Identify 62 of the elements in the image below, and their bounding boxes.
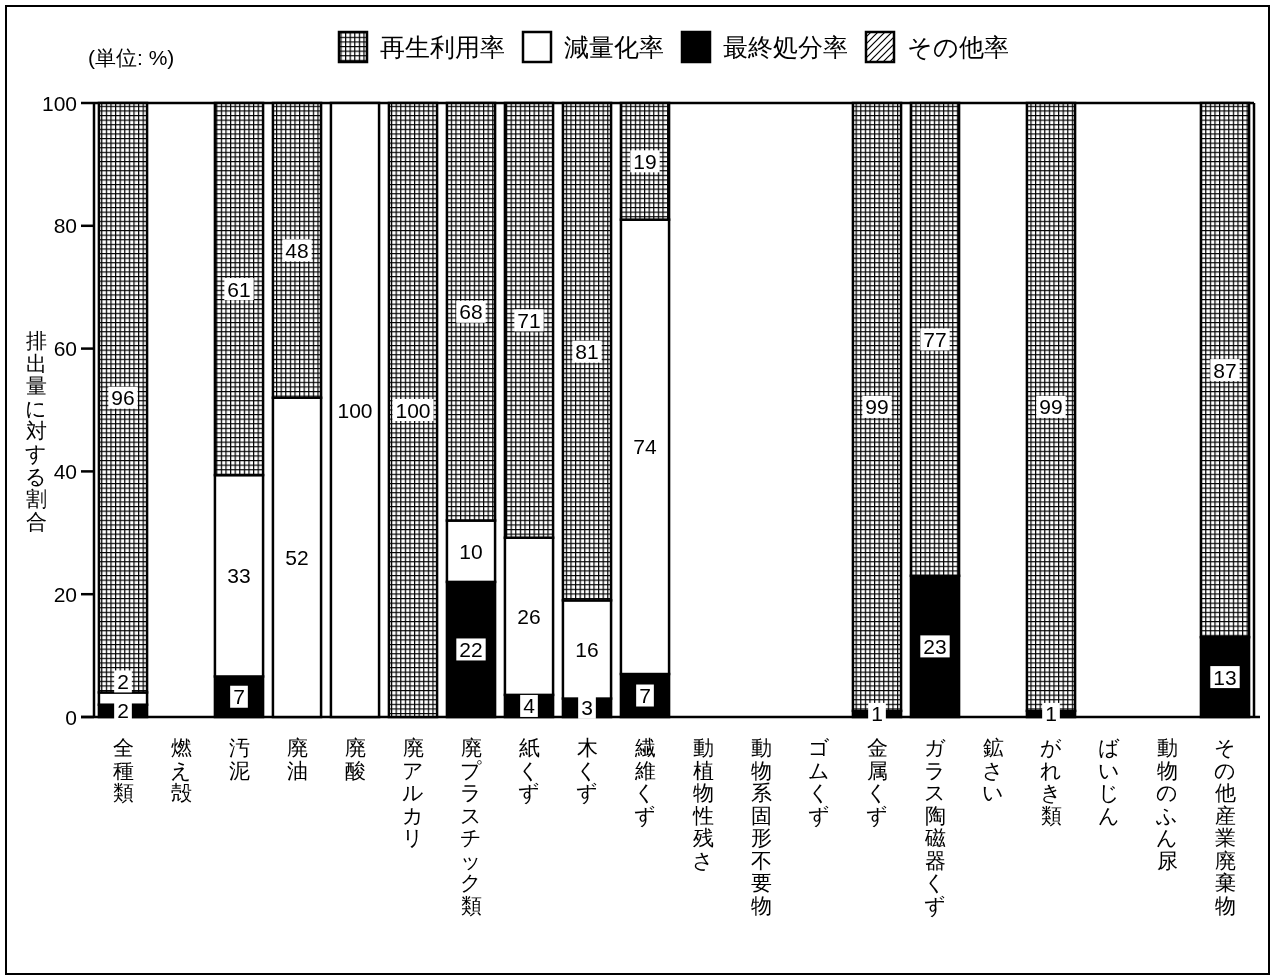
y-tick-label: 80	[53, 214, 77, 238]
data-label: 23	[923, 634, 947, 658]
x-tick-label: ガラス陶磁器くず	[923, 736, 946, 918]
x-tick-label: 鉱さい	[982, 736, 1004, 805]
x-tick-label: 木くず	[576, 736, 598, 806]
data-label: 74	[633, 435, 657, 459]
data-label: 13	[1213, 665, 1237, 689]
data-label: 96	[111, 386, 135, 410]
x-tick-label: がれき類	[1040, 736, 1062, 827]
data-label: 2	[117, 699, 129, 723]
y-tick-label: 20	[53, 582, 77, 606]
data-label: 52	[285, 545, 309, 569]
x-tick-label: その他産業廃棄物	[1214, 736, 1236, 917]
x-tick-label: 繊維くず	[633, 736, 656, 828]
legend-label: 減量化率	[564, 33, 664, 61]
data-label: 33	[227, 564, 251, 588]
data-label: 100	[395, 398, 431, 422]
data-label: 99	[1039, 395, 1063, 419]
data-label: 16	[575, 637, 599, 661]
data-label: 19	[633, 149, 657, 173]
data-label: 22	[459, 637, 483, 661]
x-tick-label: 動植物性残さ	[691, 736, 714, 872]
y-tick-label: 60	[53, 337, 77, 361]
data-label: 7	[233, 685, 245, 709]
data-label: 1	[1045, 702, 1057, 726]
x-tick-label: 汚泥	[228, 736, 250, 782]
y-tick-label: 40	[53, 459, 77, 483]
data-label: 81	[575, 340, 599, 364]
data-label: 48	[285, 238, 309, 262]
x-tick-label: 燃え殻	[170, 736, 192, 805]
x-tick-label: ゴムくず	[808, 736, 830, 828]
x-tick-label: 動物のふん尿	[1155, 736, 1178, 872]
data-label: 68	[459, 300, 483, 324]
data-label: 26	[517, 604, 541, 628]
data-label: 87	[1213, 358, 1237, 382]
x-tick-label: 全種類	[112, 736, 134, 805]
data-label: 77	[923, 327, 947, 351]
x-tick-label: 廃油	[286, 736, 308, 782]
legend-label: その他率	[907, 33, 1009, 61]
data-label: 71	[517, 308, 541, 332]
x-tick-label: 廃プラスチック類	[460, 736, 482, 917]
text: (単位: %)	[88, 45, 175, 69]
data-label: 7	[639, 684, 651, 708]
data-label: 4	[523, 694, 536, 718]
data-label: 1	[871, 702, 883, 726]
data-label: 100	[337, 398, 373, 422]
data-label: 99	[865, 395, 889, 419]
text: 排出量に対する割合	[25, 329, 47, 533]
data-label: 61	[227, 277, 251, 301]
legend-label: 再生利用率	[380, 33, 505, 61]
x-tick-label: 廃アルカリ	[402, 736, 424, 850]
y-tick-label: 0	[65, 705, 77, 729]
data-label: 3	[581, 696, 593, 720]
data-label: 10	[459, 539, 483, 563]
x-tick-label: 金属くず	[866, 736, 888, 828]
x-tick-label: 廃酸	[344, 736, 366, 782]
legend-label: 最終処分率	[723, 33, 848, 61]
x-tick-label: 動物系固形不要物	[750, 736, 772, 917]
x-tick-label: ばいじん	[1098, 736, 1120, 827]
y-tick-label: 100	[41, 91, 77, 115]
x-tick-label: 紙くず	[518, 736, 540, 806]
data-label: 2	[117, 669, 129, 693]
